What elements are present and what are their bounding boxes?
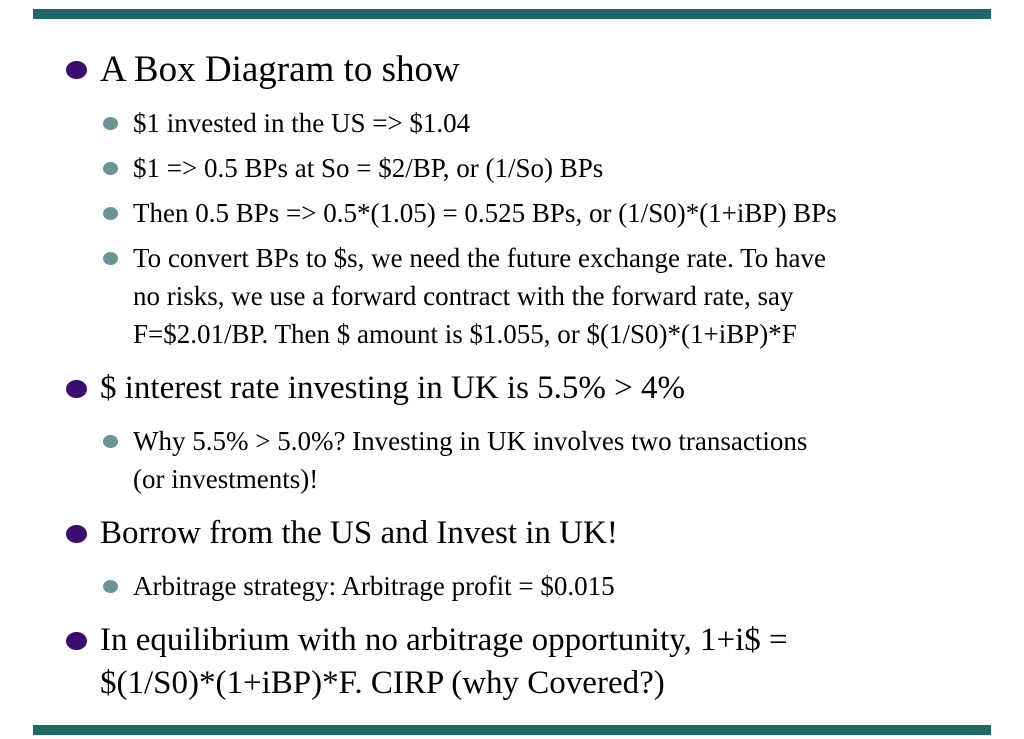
bullet-text-line: (or investments)! <box>133 464 319 494</box>
bullet-item-forward-contract: To convert BPs to $s, we need the future… <box>103 239 1024 353</box>
bullet-text: $1 invested in the US => $1.04 <box>133 108 471 138</box>
slide-content: A Box Diagram to show $1 invested in the… <box>66 48 1024 705</box>
bullet-item-two-transactions: Why 5.5% > 5.0%? Investing in UK involve… <box>103 422 1024 498</box>
bullet-text-line: In equilibrium with no arbitrage opportu… <box>100 622 788 658</box>
bottom-accent-bar <box>33 725 991 735</box>
bullet-text: In equilibrium with no arbitrage opportu… <box>100 619 788 705</box>
bullet-text: To convert BPs to $s, we need the future… <box>133 239 826 353</box>
bullet-item-borrow-invest: Borrow from the US and Invest in UK! <box>66 512 1024 555</box>
level2-bullet-icon <box>103 117 118 130</box>
bullet-text-line: F=$2.01/BP. Then $ amount is $1.055, or … <box>133 319 797 349</box>
bullet-item-uk-interest-rate: $ interest rate investing in UK is 5.5% … <box>66 367 1024 410</box>
bullet-text: Arbitrage strategy: Arbitrage profit = $… <box>133 571 615 601</box>
bullet-text-line: To convert BPs to $s, we need the future… <box>133 243 826 273</box>
bullet-text: A Box Diagram to show <box>100 49 460 90</box>
bullet-item-equilibrium-cirp: In equilibrium with no arbitrage opportu… <box>66 619 1024 705</box>
bullet-text-line: no risks, we use a forward contract with… <box>133 281 794 311</box>
bullet-item-spot-rate: $1 => 0.5 BPs at So = $2/BP, or (1/So) B… <box>103 149 1024 187</box>
level2-bullet-icon <box>103 207 118 220</box>
bullet-item-arbitrage-strategy: Arbitrage strategy: Arbitrage profit = $… <box>103 567 1024 605</box>
bullet-text-line: $(1/S0)*(1+iBP)*F. CIRP (why Covered?) <box>100 665 665 701</box>
bullet-text: $ interest rate investing in UK is 5.5% … <box>100 370 686 406</box>
bullet-text: $1 => 0.5 BPs at So = $2/BP, or (1/So) B… <box>133 153 604 183</box>
level2-bullet-icon <box>103 252 118 265</box>
level1-bullet-icon <box>66 525 87 543</box>
bullet-item-box-diagram: A Box Diagram to show <box>66 48 1024 92</box>
level2-bullet-icon <box>103 162 118 175</box>
bullet-text: Borrow from the US and Invest in UK! <box>100 515 618 551</box>
bullet-text: Then 0.5 BPs => 0.5*(1.05) = 0.525 BPs, … <box>133 198 837 228</box>
level1-bullet-icon <box>66 61 87 79</box>
bullet-item-bp-growth: Then 0.5 BPs => 0.5*(1.05) = 0.525 BPs, … <box>103 194 1024 232</box>
top-accent-bar <box>33 9 991 19</box>
level2-bullet-icon <box>103 580 118 593</box>
level1-bullet-icon <box>66 380 87 398</box>
bullet-text: Why 5.5% > 5.0%? Investing in UK involve… <box>133 422 807 498</box>
level2-bullet-icon <box>103 435 118 448</box>
bullet-item-invested-us: $1 invested in the US => $1.04 <box>103 104 1024 142</box>
level1-bullet-icon <box>66 632 87 650</box>
bullet-text-line: Why 5.5% > 5.0%? Investing in UK involve… <box>133 426 808 456</box>
